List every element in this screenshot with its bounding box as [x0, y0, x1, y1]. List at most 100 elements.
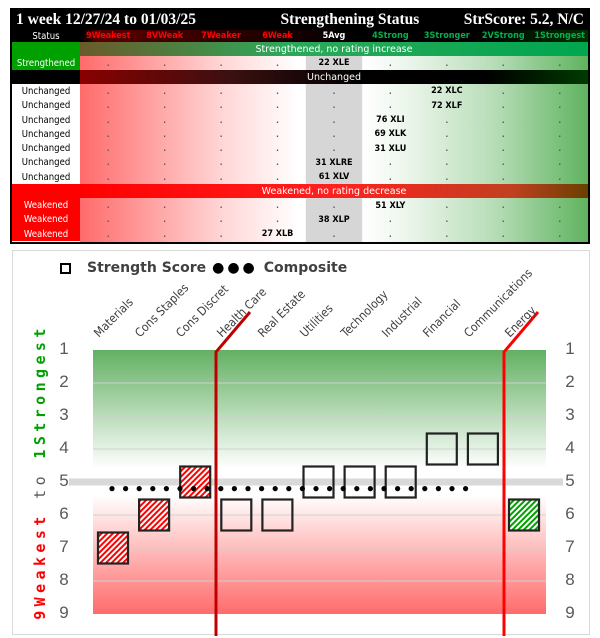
- empty-cell: .: [276, 101, 279, 111]
- composite-dot: [259, 486, 265, 492]
- empty-cell: .: [163, 201, 167, 211]
- table-row: Unchanged.... 61 XLV....: [12, 170, 588, 185]
- ticker-cell: 69 XLK: [374, 129, 407, 140]
- ticker-cell: 38 XLP: [318, 214, 350, 225]
- empty-cell: .: [163, 101, 167, 111]
- empty-cell: .: [501, 201, 505, 211]
- y-tick-right: 6: [565, 504, 575, 523]
- table-row: Weakened.... 38 XLP....: [12, 212, 588, 227]
- ticker-cell: 22 XLC: [431, 86, 463, 97]
- empty-cell: .: [163, 215, 167, 225]
- empty-cell: .: [276, 201, 279, 211]
- empty-cell: .: [219, 201, 223, 211]
- column-header: 2VStrong: [481, 31, 525, 41]
- status-header: Status: [32, 30, 60, 42]
- str-score: StrScore: 5.2, N/C: [463, 11, 584, 28]
- empty-cell: .: [332, 201, 336, 211]
- empty-cell: .: [276, 129, 279, 139]
- empty-cell: .: [501, 215, 505, 225]
- empty-cell: .: [445, 215, 449, 225]
- y-tick-left: 2: [59, 372, 69, 391]
- status-cell: Weakened: [12, 198, 80, 213]
- status-cell: Unchanged: [12, 98, 80, 113]
- empty-cell: .: [332, 229, 336, 239]
- empty-cell: .: [163, 115, 167, 125]
- table-title-row: 1 week 12/27/24 to 01/03/25 Strengthenin…: [12, 10, 588, 30]
- empty-cell: .: [219, 158, 223, 168]
- y-tick-right: 9: [565, 603, 575, 622]
- strengthening-status-table: 1 week 12/27/24 to 01/03/25 Strengthenin…: [10, 8, 590, 244]
- y-tick-right: 1: [565, 339, 575, 358]
- square-marker-icon: [60, 262, 71, 274]
- empty-cell: .: [558, 201, 562, 211]
- column-header: 4Strong: [372, 31, 409, 41]
- empty-cell: .: [163, 86, 167, 96]
- empty-cell: .: [445, 201, 449, 211]
- status-cell: Unchanged: [12, 170, 80, 185]
- empty-cell: .: [106, 201, 110, 211]
- table-row: Unchanged..... 69 XLK...: [12, 127, 588, 142]
- strength-score-box: [343, 465, 376, 499]
- divider-line: [502, 311, 540, 636]
- empty-cell: .: [276, 58, 279, 68]
- empty-cell: .: [332, 101, 336, 111]
- table-row: Unchanged.... 31 XLRE....: [12, 155, 588, 171]
- empty-cell: .: [501, 144, 505, 154]
- empty-cell: .: [558, 86, 562, 96]
- strength-score-box: [96, 531, 130, 565]
- empty-cell: .: [219, 229, 223, 239]
- empty-cell: .: [445, 229, 449, 239]
- table-row: Unchanged...... 72 XLF..: [12, 98, 588, 113]
- composite-dot: [177, 486, 183, 492]
- empty-cell: .: [219, 58, 223, 68]
- empty-cell: .: [445, 58, 449, 68]
- empty-cell: .: [276, 158, 279, 168]
- status-cell: Unchanged: [12, 155, 80, 171]
- table-title: Strengthening Status: [280, 11, 420, 28]
- composite-dot: [123, 486, 129, 492]
- empty-cell: .: [445, 158, 449, 168]
- empty-cell: .: [219, 144, 223, 154]
- strength-score-box: [425, 432, 458, 466]
- empty-cell: .: [501, 115, 505, 125]
- empty-cell: .: [163, 58, 167, 68]
- banner-weakened: Weakened, no rating decrease: [80, 184, 588, 199]
- composite-dot: [313, 486, 319, 492]
- ticker-cell: 31 XLU: [374, 143, 407, 154]
- empty-cell: .: [106, 58, 110, 68]
- empty-cell: .: [558, 144, 562, 154]
- empty-cell: .: [219, 215, 223, 225]
- composite-dot: [163, 486, 169, 492]
- composite-dot: [435, 486, 441, 492]
- empty-cell: .: [558, 215, 562, 225]
- status-cell: Weakened: [12, 212, 80, 227]
- empty-cell: .: [106, 215, 110, 225]
- empty-cell: .: [501, 158, 505, 168]
- divider-line: [214, 311, 252, 636]
- empty-cell: .: [389, 158, 392, 168]
- table-row: Weakened... 27 XLB.....: [12, 227, 588, 242]
- table-row: Strengthened.... 22 XLE....: [12, 56, 588, 71]
- composite-dot: [340, 486, 346, 492]
- empty-cell: .: [163, 229, 167, 239]
- empty-cell: .: [106, 115, 110, 125]
- empty-cell: .: [501, 58, 505, 68]
- status-cell: Unchanged: [12, 141, 80, 156]
- status-cell: Weakened: [12, 227, 80, 242]
- strength-score-box: [179, 465, 212, 499]
- legend-composite: Composite: [263, 260, 348, 276]
- empty-cell: .: [501, 229, 505, 239]
- ticker-cell: 72 XLF: [431, 100, 463, 111]
- empty-cell: .: [501, 101, 505, 111]
- y-tick-right: 8: [565, 570, 575, 589]
- y-tick-left: 1: [59, 339, 69, 358]
- composite-dot: [231, 486, 237, 492]
- empty-cell: .: [445, 172, 449, 182]
- date-range-title: 1 week 12/27/24 to 01/03/25: [16, 11, 196, 28]
- y-tick-left: 4: [59, 438, 69, 457]
- empty-cell: .: [163, 144, 167, 154]
- empty-cell: .: [219, 101, 223, 111]
- empty-cell: .: [276, 172, 279, 182]
- y-tick-right: 7: [565, 537, 575, 556]
